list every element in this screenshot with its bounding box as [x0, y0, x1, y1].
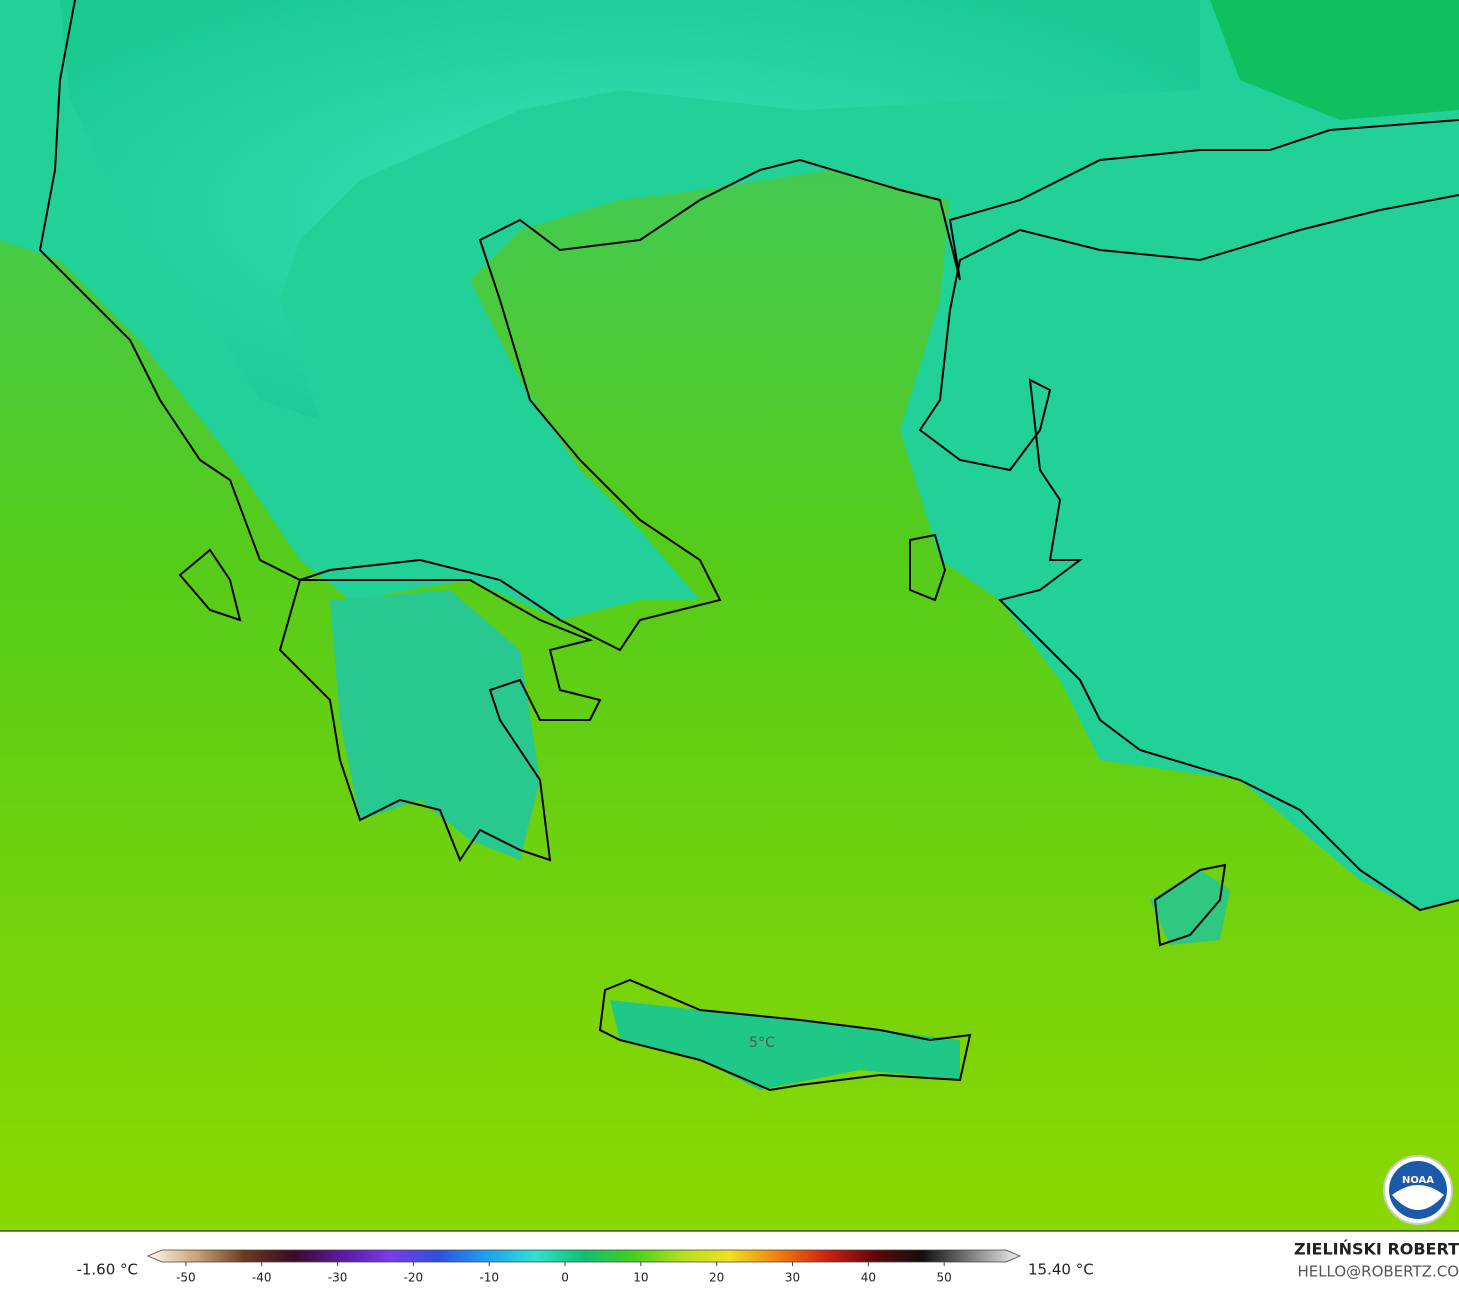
colorbar-tick-label: 0 — [561, 1271, 569, 1285]
logo: NOAA — [1383, 1155, 1453, 1225]
colorbar-tick-label: 40 — [861, 1271, 876, 1285]
colorbar-tick-label: -30 — [328, 1271, 348, 1285]
colorbar-tick-label: 30 — [785, 1271, 800, 1285]
logo-text: NOAA — [1402, 1175, 1434, 1186]
colorbar-tick-label: -10 — [479, 1271, 499, 1285]
crete — [610, 1000, 960, 1090]
land-warm — [1210, 0, 1459, 120]
colorbar-max: 15.40 °C — [1028, 1261, 1094, 1279]
colorbar-tick-label: -40 — [252, 1271, 272, 1285]
colorbar-tick-label: -20 — [404, 1271, 424, 1285]
map: 5°C NOAA — [0, 0, 1459, 1231]
colorbar-tick-label: 20 — [709, 1271, 724, 1285]
colorbar-tick-label: 50 — [937, 1271, 952, 1285]
land-cold — [0, 0, 1459, 910]
land-colder — [60, 0, 1200, 420]
coastlines — [38, 0, 1459, 1092]
author: ZIELIŃSKI ROBERT — [1294, 1240, 1459, 1259]
colorbar-tick-label: 10 — [633, 1271, 648, 1285]
colorbar-min: -1.60 °C — [76, 1261, 138, 1279]
colorbar: -1.60 °C 15.40 °C -50 -40 -30 -20 -10 0 10 20 30… — [76, 1249, 1094, 1285]
colorbar-bar — [146, 1249, 1022, 1263]
map-annotation: 5°C — [749, 1035, 775, 1051]
colorbar-tick-label: -50 — [176, 1271, 196, 1285]
peloponnese — [330, 590, 540, 860]
email: HELLO@ROBERTZ.CO — [1297, 1263, 1459, 1281]
rhodes — [1150, 870, 1230, 945]
